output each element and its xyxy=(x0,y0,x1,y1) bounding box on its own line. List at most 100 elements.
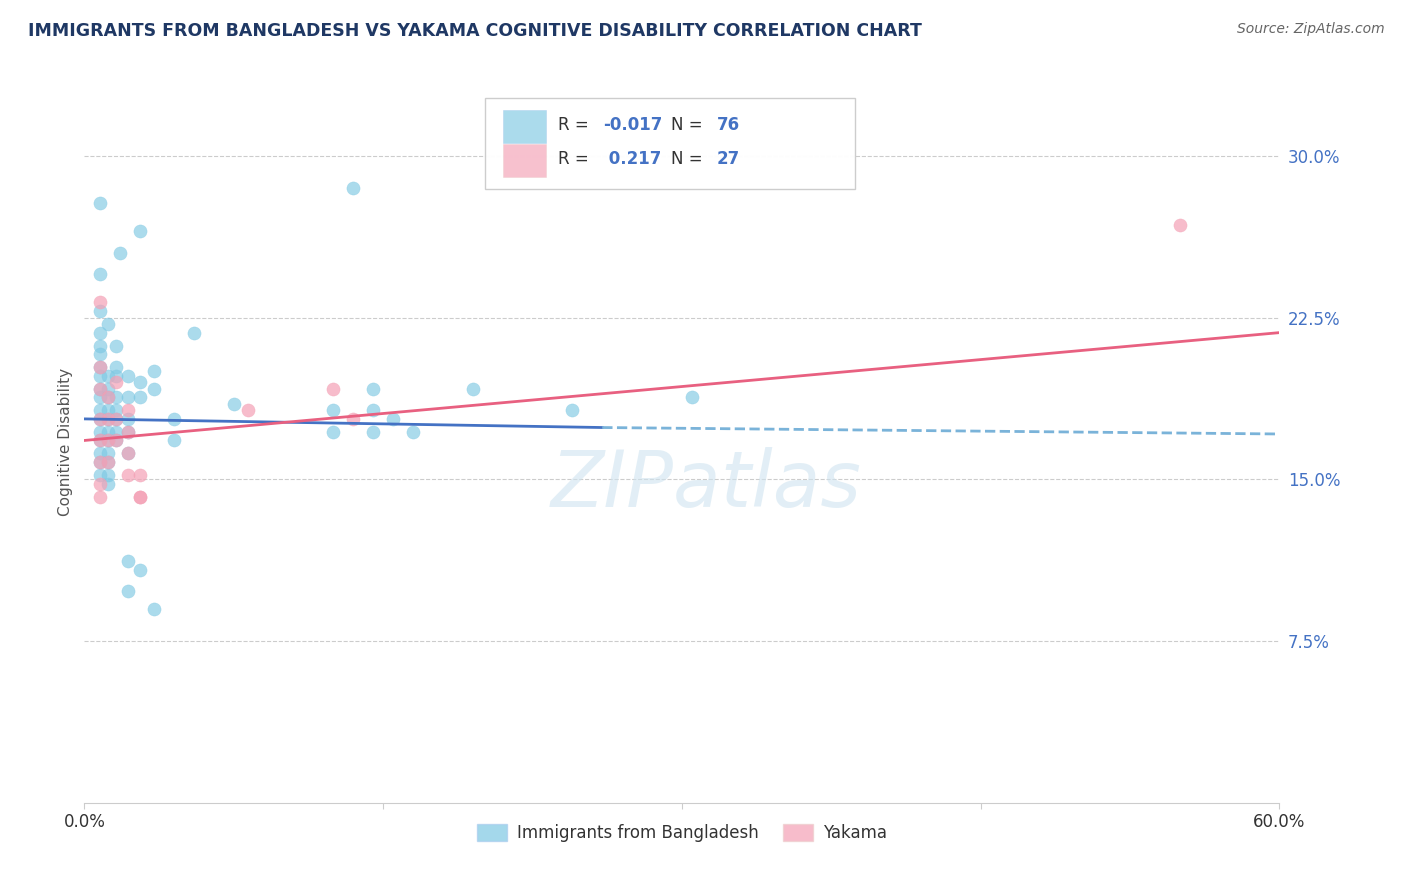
Point xyxy=(89,455,111,469)
Point xyxy=(97,390,120,404)
Point xyxy=(361,403,384,417)
Point xyxy=(89,338,111,352)
Point xyxy=(97,390,120,404)
Point xyxy=(382,412,405,426)
Point xyxy=(89,412,111,426)
Point xyxy=(97,368,120,383)
Point xyxy=(97,403,120,417)
Point xyxy=(117,584,139,599)
Text: -0.017: -0.017 xyxy=(603,116,662,134)
Point xyxy=(97,434,120,448)
Point xyxy=(117,368,139,383)
Point xyxy=(89,382,111,396)
Point xyxy=(97,476,120,491)
Point xyxy=(117,425,139,439)
Point xyxy=(97,412,120,426)
Point xyxy=(89,455,111,469)
Point xyxy=(105,338,128,352)
FancyBboxPatch shape xyxy=(503,110,546,143)
Point xyxy=(183,326,205,340)
Point xyxy=(89,390,111,404)
Point xyxy=(97,434,120,448)
Point xyxy=(117,554,139,568)
Point xyxy=(402,425,425,439)
Point xyxy=(89,425,111,439)
Point xyxy=(89,326,111,340)
Point xyxy=(89,368,111,383)
Text: 0.217: 0.217 xyxy=(603,150,661,168)
Point xyxy=(89,403,111,417)
Point xyxy=(97,382,120,396)
Point xyxy=(117,412,139,426)
Point xyxy=(129,224,152,238)
Point xyxy=(163,434,186,448)
Point xyxy=(129,376,152,390)
Y-axis label: Cognitive Disability: Cognitive Disability xyxy=(58,368,73,516)
Point xyxy=(89,490,111,504)
Point xyxy=(129,390,152,404)
Point xyxy=(110,245,132,260)
Point xyxy=(105,376,128,390)
Point xyxy=(361,425,384,439)
Point xyxy=(97,455,120,469)
Point xyxy=(105,360,128,375)
Point xyxy=(681,390,703,404)
Point xyxy=(129,490,152,504)
Point xyxy=(117,390,139,404)
Point xyxy=(105,403,128,417)
Point xyxy=(163,412,186,426)
Text: 27: 27 xyxy=(717,150,740,168)
Point xyxy=(129,467,152,482)
Point xyxy=(105,434,128,448)
Point xyxy=(89,360,111,375)
Point xyxy=(97,446,120,460)
Point xyxy=(89,304,111,318)
Point xyxy=(89,434,111,448)
Point xyxy=(117,467,139,482)
Point xyxy=(1168,218,1191,232)
Point xyxy=(322,425,344,439)
Text: R =: R = xyxy=(558,150,593,168)
Point xyxy=(236,403,259,417)
Point xyxy=(143,601,166,615)
Text: 76: 76 xyxy=(717,116,740,134)
Point xyxy=(89,476,111,491)
Point xyxy=(342,412,364,426)
Point xyxy=(97,455,120,469)
Point xyxy=(89,360,111,375)
Point xyxy=(322,382,344,396)
Point xyxy=(143,382,166,396)
Text: R =: R = xyxy=(558,116,593,134)
FancyBboxPatch shape xyxy=(503,144,546,178)
Text: IMMIGRANTS FROM BANGLADESH VS YAKAMA COGNITIVE DISABILITY CORRELATION CHART: IMMIGRANTS FROM BANGLADESH VS YAKAMA COG… xyxy=(28,22,922,40)
Text: ZIPatlas: ZIPatlas xyxy=(550,447,862,523)
Point xyxy=(105,412,128,426)
Point xyxy=(222,397,245,411)
Point xyxy=(89,412,111,426)
Point xyxy=(105,434,128,448)
Point xyxy=(322,403,344,417)
Point xyxy=(89,382,111,396)
Point xyxy=(97,317,120,331)
Point xyxy=(342,181,364,195)
Point xyxy=(97,425,120,439)
Point xyxy=(97,467,120,482)
FancyBboxPatch shape xyxy=(485,98,855,189)
Point xyxy=(89,467,111,482)
Text: Source: ZipAtlas.com: Source: ZipAtlas.com xyxy=(1237,22,1385,37)
Point xyxy=(105,390,128,404)
Point xyxy=(105,425,128,439)
Point xyxy=(89,347,111,361)
Legend: Immigrants from Bangladesh, Yakama: Immigrants from Bangladesh, Yakama xyxy=(470,817,894,848)
Point xyxy=(361,382,384,396)
Point xyxy=(117,446,139,460)
Point xyxy=(561,403,583,417)
Point xyxy=(89,434,111,448)
Point xyxy=(89,196,111,211)
Point xyxy=(461,382,484,396)
Text: N =: N = xyxy=(671,116,709,134)
Point xyxy=(89,446,111,460)
Point xyxy=(117,425,139,439)
Point xyxy=(143,364,166,378)
Point xyxy=(89,268,111,282)
